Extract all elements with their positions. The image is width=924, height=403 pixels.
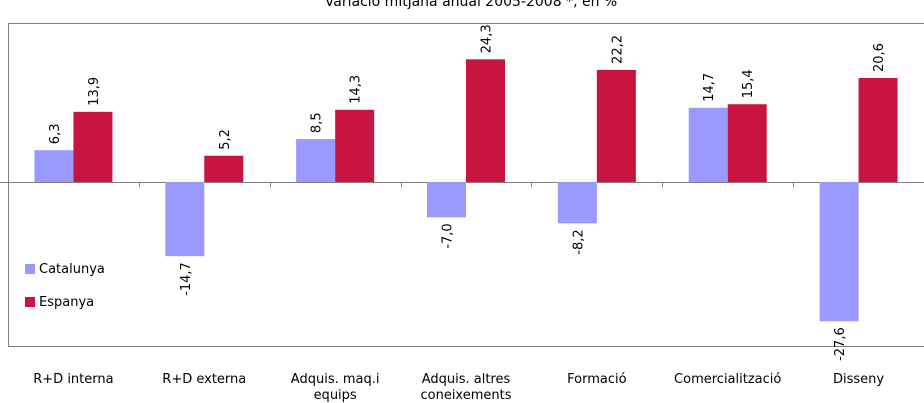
bar-espanya-0	[73, 111, 113, 182]
bar-espanya-1	[204, 155, 244, 182]
legend-swatch-catalunya	[25, 264, 35, 274]
bar-catalunya-3	[427, 181, 466, 218]
data-label: 13,9	[87, 77, 102, 106]
bars	[34, 59, 898, 322]
data-label: 20,6	[872, 43, 887, 72]
data-label: -8,2	[571, 229, 586, 254]
x-axis-label: Disseny	[833, 372, 884, 387]
data-label: 6,3	[48, 123, 63, 144]
bar-catalunya-2	[296, 139, 336, 182]
x-axis-label: Adquis. altres coneixements	[420, 372, 511, 403]
bar-catalunya-5	[688, 107, 728, 182]
bar-catalunya-4	[557, 181, 597, 224]
chart-title: Variació mitjana anual 2005-2008 *, en %	[325, 0, 617, 10]
bar-espanya-2	[335, 109, 375, 182]
bar-catalunya-0	[34, 150, 74, 182]
x-axis-labels: R+D interna R+D externa Adquis. maq.i equip…	[33, 372, 884, 403]
data-label: 14,7	[702, 73, 717, 102]
bar-espanya-5	[727, 104, 767, 182]
data-labels: 6,3 13,9 -14,7 5,2 8,5 14,3 -7,0 24,3 -8,2 22,2 14…	[48, 24, 887, 361]
legend: Catalunya Espanya	[25, 262, 105, 310]
x-axis-label: R+D interna	[33, 372, 113, 387]
data-label: 5,2	[218, 129, 233, 150]
bar-espanya-6	[858, 78, 898, 182]
x-axis-label: R+D externa	[162, 372, 246, 387]
legend-label-catalunya: Catalunya	[39, 262, 105, 277]
x-axis-label: Adquis. maq.i equips	[291, 372, 380, 403]
bar-catalunya-1	[165, 181, 205, 257]
data-label: 22,2	[610, 35, 625, 64]
x-axis-ticks	[8, 181, 794, 187]
data-label: -27,6	[833, 327, 848, 361]
bar-catalunya-6	[819, 181, 859, 322]
legend-label-espanya: Espanya	[39, 295, 94, 310]
x-axis-label: Formació	[567, 372, 626, 387]
data-label: 15,4	[741, 69, 756, 98]
x-axis-label: Comercialització	[674, 372, 781, 387]
bar-espanya-4	[596, 69, 636, 182]
data-label: 24,3	[480, 24, 495, 53]
data-label: 8,5	[310, 112, 325, 133]
data-label: -7,0	[441, 223, 456, 248]
data-label: 14,3	[349, 75, 364, 104]
data-label: -14,7	[179, 262, 194, 296]
bar-espanya-3	[466, 59, 505, 182]
legend-swatch-espanya	[25, 297, 35, 307]
